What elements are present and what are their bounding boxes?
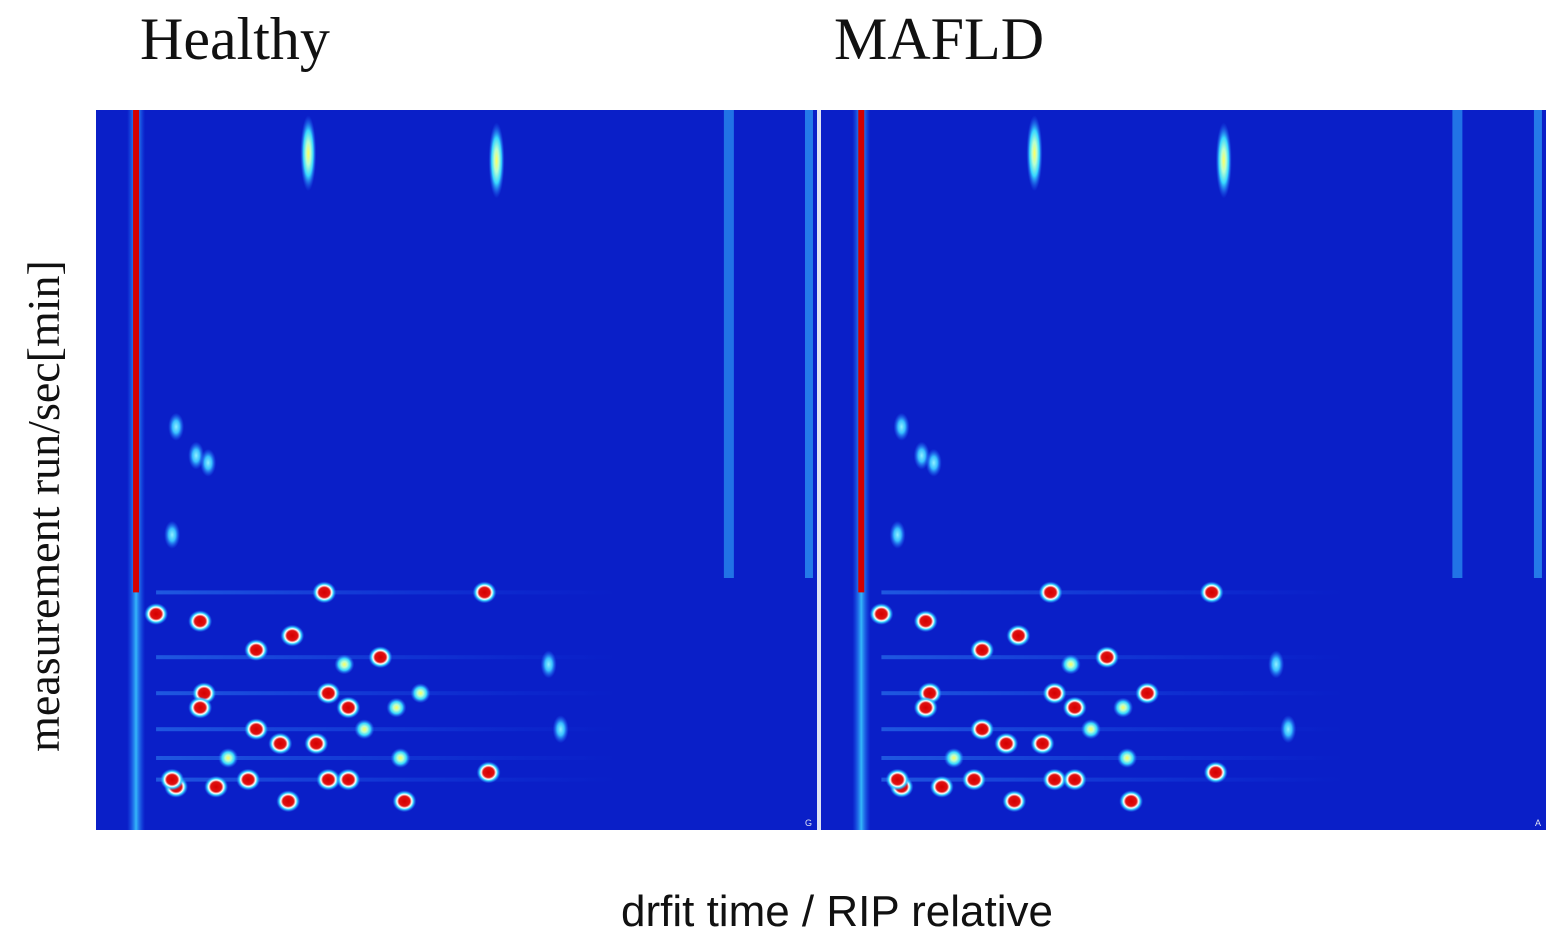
heatmap-peak: [488, 122, 505, 199]
heatmap-peak: [316, 682, 341, 705]
panel-corner-mark: G: [805, 818, 812, 828]
rip-line: [133, 110, 140, 593]
heatmap-peak: [962, 768, 987, 791]
heatmap-peak: [913, 441, 930, 470]
heatmap-peak: [244, 718, 269, 741]
heatmap-background: [96, 110, 817, 830]
heatmap-peak: [1094, 646, 1119, 669]
heatmap-peak: [943, 748, 964, 768]
heatmap-background: [821, 110, 1546, 830]
heatmap-peak: [236, 768, 261, 791]
heatmap-peak: [368, 646, 393, 669]
heatmap-peak: [280, 624, 305, 647]
heatmap-peak: [276, 790, 301, 813]
heatmap-peak: [334, 654, 355, 675]
heatmap-peak: [970, 639, 995, 661]
heatmap-peak: [1119, 790, 1144, 813]
heatmap-peak: [540, 650, 557, 679]
heatmap-peak: [164, 520, 181, 549]
panel-separator: [817, 110, 821, 830]
heatmap-peak: [869, 603, 894, 625]
heatmap-peak: [1135, 682, 1160, 705]
heatmap-peak: [1113, 697, 1134, 718]
heatmap-peak: [913, 610, 938, 633]
heatmap-peak: [188, 610, 213, 633]
heatmap-peak: [1030, 732, 1055, 755]
horizontal-band: [156, 590, 617, 595]
heatmap-peak: [1042, 768, 1067, 791]
mafld-heatmap: A: [821, 110, 1546, 830]
heatmap-peak: [218, 748, 239, 768]
heatmap-peak: [1268, 650, 1285, 679]
heatmap-peak: [390, 748, 411, 768]
heatmap-peak: [552, 715, 569, 744]
heatmap-peak: [410, 683, 431, 704]
horizontal-band: [156, 727, 617, 732]
heatmap-peak: [476, 761, 501, 784]
panel-corner-mark: A: [1535, 818, 1541, 828]
heatmap-peak: [1199, 581, 1224, 604]
heatmap-peak: [1006, 624, 1031, 647]
heatmap-peak: [472, 581, 497, 604]
heatmap-peak: [1117, 748, 1138, 768]
heatmap-peak: [889, 520, 906, 549]
horizontal-band: [881, 756, 1345, 760]
heatmap-peak: [1042, 682, 1067, 705]
healthy-panel-title: Healthy: [140, 6, 330, 72]
heatmap-peak: [144, 603, 169, 625]
rip-line: [858, 110, 865, 593]
vertical-streak: [723, 110, 734, 578]
heatmap-peak: [925, 448, 942, 477]
heatmap-peak: [168, 412, 185, 441]
heatmap-peak: [200, 448, 217, 477]
heatmap-peak: [188, 441, 205, 470]
heatmap-peak: [994, 732, 1019, 755]
horizontal-band: [881, 590, 1345, 595]
horizontal-band: [881, 777, 1345, 782]
heatmap-peak: [1038, 581, 1063, 604]
horizontal-band: [156, 756, 617, 760]
heatmap-peak: [1062, 768, 1087, 791]
heatmap-peak: [1080, 719, 1101, 740]
heatmap-peak: [1002, 790, 1027, 813]
vertical-streak: [1533, 110, 1542, 578]
heatmap-peak: [970, 718, 995, 741]
heatmap-peak: [392, 790, 417, 813]
heatmap-peak: [885, 768, 910, 791]
heatmap-peak: [312, 581, 337, 604]
heatmap-peak: [268, 732, 293, 755]
heatmap-peak: [300, 115, 317, 192]
heatmap-peak: [386, 697, 407, 718]
horizontal-band: [156, 691, 617, 696]
vertical-streak: [1452, 110, 1463, 578]
heatmap-peak: [929, 775, 954, 798]
x-axis-label: drfit time / RIP relative: [621, 887, 1053, 936]
mafld-panel-title: MAFLD: [834, 6, 1045, 72]
heatmap-peak: [1215, 122, 1232, 199]
heatmap-peak: [336, 696, 361, 719]
horizontal-band: [881, 727, 1345, 732]
heatmap-peak: [1026, 115, 1043, 192]
heatmap-peak: [1280, 715, 1297, 744]
vertical-streak: [804, 110, 813, 578]
heatmap-peak: [304, 732, 329, 755]
heatmap-peak: [893, 412, 910, 441]
heatmap-peak: [244, 639, 269, 661]
heatmap-peak: [1062, 696, 1087, 719]
heatmap-peak: [188, 696, 213, 719]
healthy-heatmap: G: [96, 110, 817, 830]
heatmap-peak: [1203, 761, 1228, 784]
heatmap-peak: [913, 696, 938, 719]
heatmap-peak: [1060, 654, 1081, 675]
heatmap-peak: [336, 768, 361, 791]
heatmap-peak: [316, 768, 341, 791]
heatmap-peak: [160, 768, 185, 791]
heatmap-peak: [354, 719, 375, 740]
heatmap-peak: [204, 775, 229, 798]
horizontal-band: [156, 777, 617, 782]
horizontal-band: [881, 691, 1345, 696]
